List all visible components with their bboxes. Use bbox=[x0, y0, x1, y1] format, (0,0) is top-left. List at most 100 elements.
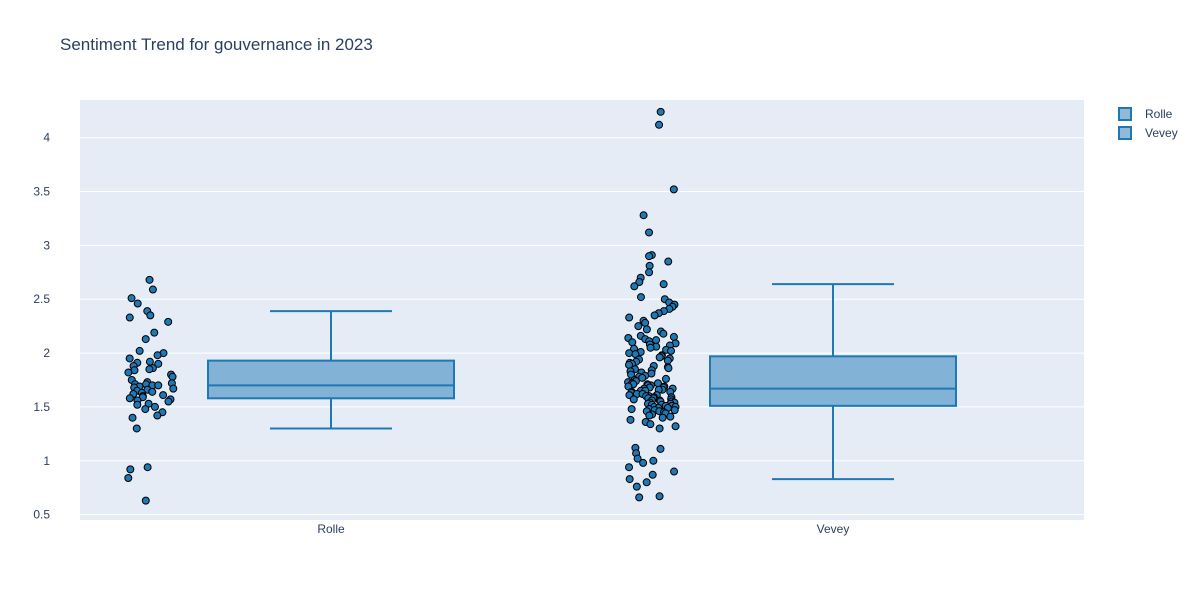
data-points bbox=[124, 107, 680, 505]
data-point[interactable] bbox=[626, 415, 635, 424]
data-point[interactable] bbox=[625, 475, 634, 484]
axes: 0.5 1 1.5 2 2.5 3 3.5 4 Rolle Vevey bbox=[33, 131, 849, 536]
data-point[interactable] bbox=[128, 413, 137, 422]
box-vevey[interactable] bbox=[709, 283, 957, 481]
data-point[interactable] bbox=[126, 465, 135, 474]
data-point[interactable] bbox=[636, 293, 645, 302]
data-point[interactable] bbox=[652, 336, 661, 345]
boxes bbox=[207, 283, 957, 481]
data-point[interactable] bbox=[655, 424, 664, 433]
data-point[interactable] bbox=[639, 211, 648, 220]
x-tick-label: Vevey bbox=[817, 522, 850, 536]
data-point[interactable] bbox=[150, 328, 159, 337]
data-point[interactable] bbox=[650, 311, 659, 320]
data-point[interactable] bbox=[159, 391, 168, 400]
data-point[interactable] bbox=[633, 454, 642, 463]
data-point[interactable] bbox=[639, 458, 648, 467]
data-point[interactable] bbox=[635, 278, 644, 286]
data-point[interactable] bbox=[655, 353, 664, 362]
data-point[interactable] bbox=[168, 372, 177, 381]
data-point[interactable] bbox=[153, 411, 162, 420]
data-point[interactable] bbox=[141, 496, 150, 505]
data-point[interactable] bbox=[148, 387, 157, 396]
data-point[interactable] bbox=[659, 329, 668, 338]
data-point[interactable] bbox=[148, 285, 157, 294]
data-point[interactable] bbox=[648, 470, 657, 479]
data-point[interactable] bbox=[133, 400, 142, 409]
legend-label: Vevey bbox=[1145, 126, 1178, 140]
data-point[interactable] bbox=[127, 294, 136, 303]
data-point[interactable] bbox=[646, 343, 655, 352]
data-point[interactable] bbox=[664, 257, 673, 266]
data-point[interactable] bbox=[656, 444, 665, 453]
data-point[interactable] bbox=[141, 335, 150, 344]
data-point[interactable] bbox=[145, 357, 154, 366]
chart-title: Sentiment Trend for gouvernance in 2023 bbox=[60, 35, 373, 54]
data-point[interactable] bbox=[645, 268, 654, 277]
data-point[interactable] bbox=[663, 356, 672, 365]
legend-item-vevey[interactable]: Vevey bbox=[1118, 126, 1178, 140]
data-point[interactable] bbox=[646, 420, 655, 429]
data-point[interactable] bbox=[125, 394, 134, 403]
data-point[interactable] bbox=[141, 405, 150, 414]
iqr-box[interactable] bbox=[709, 355, 957, 407]
data-point[interactable] bbox=[632, 482, 641, 491]
box-rolle[interactable] bbox=[207, 310, 455, 430]
data-point[interactable] bbox=[634, 322, 643, 331]
data-point[interactable] bbox=[145, 275, 154, 284]
data-point[interactable] bbox=[641, 318, 650, 327]
data-point[interactable] bbox=[656, 107, 665, 116]
data-point[interactable] bbox=[625, 313, 634, 322]
data-point[interactable] bbox=[666, 412, 675, 421]
data-point[interactable] bbox=[154, 359, 163, 368]
y-tick-label: 1.5 bbox=[33, 400, 50, 414]
data-point[interactable] bbox=[627, 405, 636, 414]
data-point[interactable] bbox=[659, 280, 668, 289]
data-point[interactable] bbox=[655, 492, 664, 501]
data-point[interactable] bbox=[649, 456, 658, 465]
data-point[interactable] bbox=[628, 338, 637, 347]
data-point[interactable] bbox=[146, 311, 155, 320]
data-point[interactable] bbox=[645, 228, 654, 237]
data-point[interactable] bbox=[645, 411, 654, 420]
data-point[interactable] bbox=[143, 463, 152, 472]
legend-item-rolle[interactable]: Rolle bbox=[1118, 107, 1173, 121]
data-point[interactable] bbox=[664, 364, 673, 373]
data-point[interactable] bbox=[635, 493, 644, 502]
data-point[interactable] bbox=[669, 185, 678, 194]
data-point[interactable] bbox=[164, 397, 173, 406]
data-point[interactable] bbox=[169, 384, 178, 393]
data-point[interactable] bbox=[625, 463, 634, 472]
data-point[interactable] bbox=[671, 422, 680, 431]
data-point[interactable] bbox=[655, 120, 664, 129]
data-point[interactable] bbox=[667, 346, 676, 355]
data-point[interactable] bbox=[645, 261, 654, 270]
data-point[interactable] bbox=[645, 252, 654, 261]
data-point[interactable] bbox=[135, 346, 144, 355]
data-point[interactable] bbox=[154, 381, 163, 390]
data-point[interactable] bbox=[658, 413, 667, 422]
data-point[interactable] bbox=[661, 374, 670, 383]
data-point[interactable] bbox=[124, 474, 133, 482]
data-point[interactable] bbox=[670, 406, 679, 415]
data-point[interactable] bbox=[631, 350, 640, 359]
data-point[interactable] bbox=[124, 368, 133, 377]
data-point[interactable] bbox=[125, 313, 134, 322]
data-point[interactable] bbox=[150, 402, 159, 411]
data-point[interactable] bbox=[642, 325, 651, 334]
data-point[interactable] bbox=[630, 282, 639, 291]
data-point[interactable] bbox=[629, 395, 638, 404]
legend[interactable]: Rolle Vevey bbox=[1118, 107, 1178, 140]
data-point[interactable] bbox=[132, 424, 141, 433]
data-point[interactable] bbox=[153, 351, 162, 360]
data-point[interactable] bbox=[145, 365, 154, 374]
data-point[interactable] bbox=[642, 478, 651, 487]
data-point[interactable] bbox=[164, 317, 173, 326]
data-point[interactable] bbox=[125, 354, 134, 363]
data-point[interactable] bbox=[669, 332, 678, 341]
y-tick-label: 1 bbox=[43, 454, 50, 468]
data-point[interactable] bbox=[638, 373, 647, 382]
data-point[interactable] bbox=[133, 299, 142, 308]
iqr-box[interactable] bbox=[207, 359, 455, 400]
data-point[interactable] bbox=[670, 467, 679, 476]
